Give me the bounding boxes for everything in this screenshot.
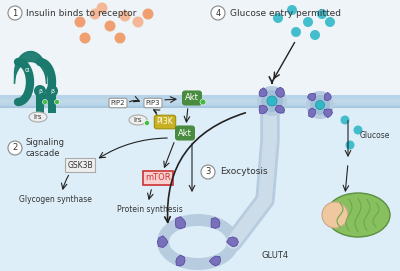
Circle shape xyxy=(90,8,100,20)
Circle shape xyxy=(54,99,60,105)
Text: 2: 2 xyxy=(12,144,18,153)
Circle shape xyxy=(96,2,108,14)
Polygon shape xyxy=(169,226,227,258)
Circle shape xyxy=(354,125,362,134)
Circle shape xyxy=(310,95,330,115)
Circle shape xyxy=(257,86,287,116)
Circle shape xyxy=(120,11,130,21)
Circle shape xyxy=(201,165,215,179)
Circle shape xyxy=(8,141,22,155)
Bar xyxy=(0,99,400,103)
Circle shape xyxy=(80,33,90,44)
Polygon shape xyxy=(226,237,238,247)
Circle shape xyxy=(46,85,58,97)
Text: Irs: Irs xyxy=(134,117,142,123)
Circle shape xyxy=(8,6,22,20)
Circle shape xyxy=(291,27,301,37)
Text: 3: 3 xyxy=(205,167,211,176)
Polygon shape xyxy=(275,105,285,113)
Circle shape xyxy=(306,91,334,119)
Text: PI3K: PI3K xyxy=(157,118,173,127)
Circle shape xyxy=(287,5,297,15)
Ellipse shape xyxy=(29,112,47,122)
Text: Exocytosis: Exocytosis xyxy=(220,167,268,176)
Polygon shape xyxy=(308,93,316,101)
Polygon shape xyxy=(175,217,186,229)
Polygon shape xyxy=(259,105,268,114)
Text: Irs: Irs xyxy=(34,114,42,120)
Ellipse shape xyxy=(129,115,147,125)
Circle shape xyxy=(316,101,324,109)
Text: Signaling
cascade: Signaling cascade xyxy=(26,138,65,158)
Text: GLUT4: GLUT4 xyxy=(262,250,288,260)
Circle shape xyxy=(267,96,277,106)
Polygon shape xyxy=(324,109,332,118)
Circle shape xyxy=(200,99,206,105)
Polygon shape xyxy=(157,236,168,247)
Polygon shape xyxy=(157,214,239,270)
Text: PiP2: PiP2 xyxy=(111,100,125,106)
Text: 4: 4 xyxy=(215,8,221,18)
Circle shape xyxy=(346,140,354,150)
Text: β: β xyxy=(50,89,54,93)
Text: 1: 1 xyxy=(12,8,18,18)
Circle shape xyxy=(325,17,335,27)
Circle shape xyxy=(132,17,144,27)
Text: Akt: Akt xyxy=(178,128,192,137)
Text: Protein synthesis: Protein synthesis xyxy=(117,205,183,215)
Bar xyxy=(0,95,400,107)
Polygon shape xyxy=(209,256,221,266)
Circle shape xyxy=(211,6,225,20)
Text: α: α xyxy=(55,67,59,73)
Circle shape xyxy=(144,121,150,125)
Polygon shape xyxy=(309,108,316,118)
Ellipse shape xyxy=(326,193,390,237)
Circle shape xyxy=(310,30,320,40)
Circle shape xyxy=(317,9,327,19)
Circle shape xyxy=(142,8,154,20)
Text: GSK3B: GSK3B xyxy=(67,160,93,169)
Text: Glucose: Glucose xyxy=(360,131,390,140)
Text: Akt: Akt xyxy=(185,93,199,102)
Polygon shape xyxy=(324,92,331,101)
Text: mTOR: mTOR xyxy=(145,173,171,182)
Bar xyxy=(36,88,44,113)
Circle shape xyxy=(42,99,48,105)
Text: Insulin binds to receptor: Insulin binds to receptor xyxy=(26,8,136,18)
Bar xyxy=(48,88,56,113)
Circle shape xyxy=(303,17,313,27)
Text: PiP3: PiP3 xyxy=(146,100,160,106)
Polygon shape xyxy=(176,255,185,266)
Text: Glucose entry permitted: Glucose entry permitted xyxy=(230,8,341,18)
Text: β: β xyxy=(38,89,42,93)
Text: α: α xyxy=(25,67,29,73)
Polygon shape xyxy=(211,218,220,228)
Circle shape xyxy=(261,90,283,112)
Polygon shape xyxy=(259,88,267,97)
Circle shape xyxy=(322,202,348,228)
Circle shape xyxy=(273,13,283,23)
Circle shape xyxy=(74,17,86,27)
Polygon shape xyxy=(276,87,284,98)
Circle shape xyxy=(34,85,46,97)
Bar xyxy=(0,95,400,271)
Circle shape xyxy=(114,33,126,44)
Circle shape xyxy=(104,21,116,31)
Circle shape xyxy=(340,115,350,124)
Text: Glycogen synthase: Glycogen synthase xyxy=(18,195,92,205)
